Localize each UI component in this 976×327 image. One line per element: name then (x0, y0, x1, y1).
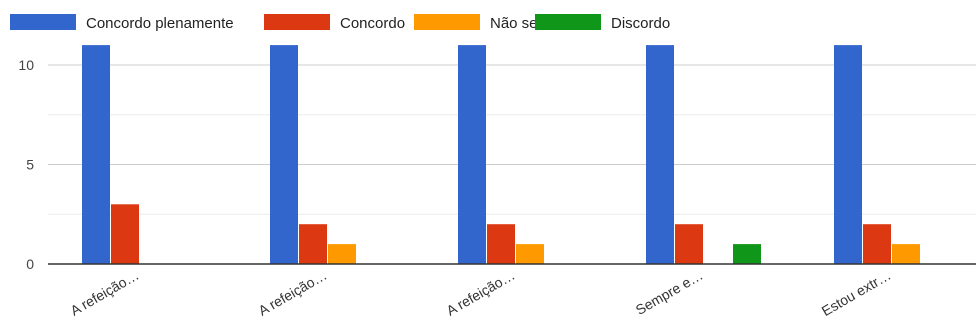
legend-swatch (535, 14, 601, 30)
bar (863, 224, 891, 264)
legend-label: Não sei (490, 15, 541, 32)
gridlines (48, 64, 976, 215)
y-tick-label: 5 (26, 157, 34, 173)
bar (458, 45, 486, 264)
legend-label: Concordo (340, 15, 405, 32)
x-tick-label: A refeição… (255, 267, 329, 319)
bar (733, 244, 761, 264)
legend-swatch (264, 14, 330, 30)
y-tick-label: 0 (26, 256, 34, 272)
x-axis-labels: A refeição… A refeição… A refeição… Sempre … (67, 267, 893, 319)
bar (487, 224, 515, 264)
x-tick-label: Sempre e… (633, 267, 706, 318)
bar (82, 45, 110, 264)
bar (516, 244, 544, 264)
bar (834, 45, 862, 264)
legend-swatch (10, 14, 76, 30)
bars (82, 45, 920, 264)
legend-label: Discordo (611, 15, 670, 32)
legend: Concordo plenamente Concordo Não sei Discor… (10, 14, 670, 32)
bar (111, 204, 139, 264)
bar (892, 244, 920, 264)
bar (675, 224, 703, 264)
bar (328, 244, 356, 264)
bar (646, 45, 674, 264)
y-axis-ticks: 0 5 10 (18, 57, 34, 272)
bar (299, 224, 327, 264)
y-tick-label: 10 (18, 57, 34, 73)
legend-swatch (414, 14, 480, 30)
x-tick-label: Estou extr… (819, 267, 894, 319)
x-tick-label: A refeição… (67, 267, 141, 319)
bar (270, 45, 298, 264)
x-tick-label: A refeição… (443, 267, 517, 319)
legend-label: Concordo plenamente (86, 15, 234, 32)
